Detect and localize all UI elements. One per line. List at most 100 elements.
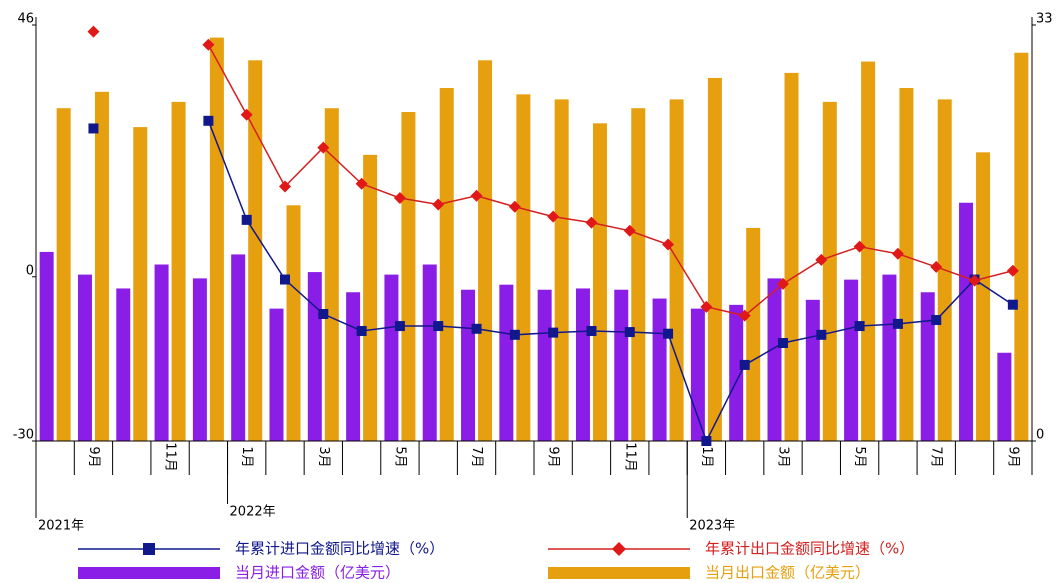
bar [822, 101, 837, 441]
line [207, 44, 1014, 317]
x-tick-label: 9月 [86, 446, 101, 467]
line [207, 120, 1014, 443]
x-tick-label: 3月 [776, 446, 791, 467]
marker [202, 38, 215, 51]
bar [248, 60, 263, 442]
bar [652, 298, 667, 441]
bar [976, 152, 991, 441]
x-tick-label: 7月 [469, 446, 484, 467]
bar [1014, 52, 1029, 441]
marker [739, 359, 750, 370]
marker [662, 238, 675, 251]
marker [815, 253, 828, 266]
y-tick-label: -30 [13, 428, 34, 443]
marker [318, 309, 329, 320]
bar [959, 202, 974, 441]
marker [279, 180, 291, 193]
marker [930, 260, 943, 273]
marker [778, 338, 788, 349]
marker [508, 200, 521, 213]
bar [516, 94, 531, 441]
bar [209, 37, 224, 442]
marker [892, 318, 903, 329]
x-tick-label: 7月 [929, 446, 944, 467]
marker [854, 321, 865, 332]
marker [470, 189, 483, 202]
legend-label: 当月出口金额（亿美元） [705, 564, 870, 582]
marker [355, 177, 368, 190]
bar [286, 205, 301, 441]
x-tick-label: 3月 [316, 446, 331, 467]
marker [738, 309, 751, 322]
marker [968, 274, 981, 287]
bar [461, 289, 476, 441]
bar [784, 72, 799, 442]
year-label: 2021年 [38, 519, 84, 534]
bar [592, 123, 607, 441]
x-tick-label: 5月 [392, 446, 407, 467]
marker [586, 325, 597, 336]
year-label: 2023年 [689, 519, 735, 534]
legend-marker [612, 542, 626, 556]
x-tick-label: 5月 [852, 446, 867, 467]
marker [280, 274, 290, 285]
bar [133, 127, 148, 441]
marker [509, 329, 520, 340]
bar [669, 99, 684, 441]
marker [88, 123, 99, 134]
legend-swatch [78, 567, 220, 579]
bar [77, 274, 92, 441]
x-tick-label: 1月 [699, 446, 714, 467]
marker [394, 321, 405, 332]
bar [729, 304, 744, 441]
bar [614, 289, 629, 441]
marker [816, 329, 827, 340]
bar [707, 77, 722, 441]
legend-swatch [548, 567, 690, 579]
bar [439, 88, 454, 441]
bar [116, 288, 131, 441]
bar [307, 272, 322, 441]
marker [317, 141, 330, 154]
bar [767, 278, 782, 441]
bar [363, 154, 378, 442]
marker [433, 321, 444, 332]
bar [384, 274, 399, 441]
marker [623, 224, 636, 237]
bar [690, 308, 705, 441]
x-tick-label: 11月 [622, 442, 637, 472]
marker [585, 216, 598, 229]
bar [94, 91, 109, 441]
marker [87, 25, 100, 38]
y-tick-label: 46 [17, 12, 34, 27]
bar [171, 101, 186, 441]
legend-marker [143, 543, 155, 555]
bar [346, 292, 361, 441]
y2-tick-label: 33 [1036, 12, 1053, 27]
bar [997, 352, 1012, 441]
bar [422, 264, 437, 441]
y-tick-label: 0 [26, 263, 34, 278]
bar [324, 108, 339, 441]
bar [631, 108, 646, 441]
marker [241, 214, 252, 225]
bar [844, 279, 859, 441]
marker [240, 108, 253, 121]
bar [192, 278, 207, 441]
bar [231, 254, 246, 441]
bar [899, 88, 914, 441]
legend-label: 年累计进口金额同比增速（%） [235, 540, 444, 558]
x-tick-label: 1月 [239, 446, 254, 467]
bar [575, 288, 590, 441]
marker [432, 198, 445, 211]
legend-label: 年累计出口金额同比增速（%） [705, 540, 914, 558]
bar [401, 111, 416, 442]
marker [471, 323, 482, 334]
bar [554, 99, 569, 441]
marker [203, 115, 214, 126]
marker [393, 191, 406, 204]
year-label: 2022年 [230, 505, 276, 520]
x-tick-label: 9月 [1005, 446, 1020, 467]
marker [701, 436, 712, 446]
